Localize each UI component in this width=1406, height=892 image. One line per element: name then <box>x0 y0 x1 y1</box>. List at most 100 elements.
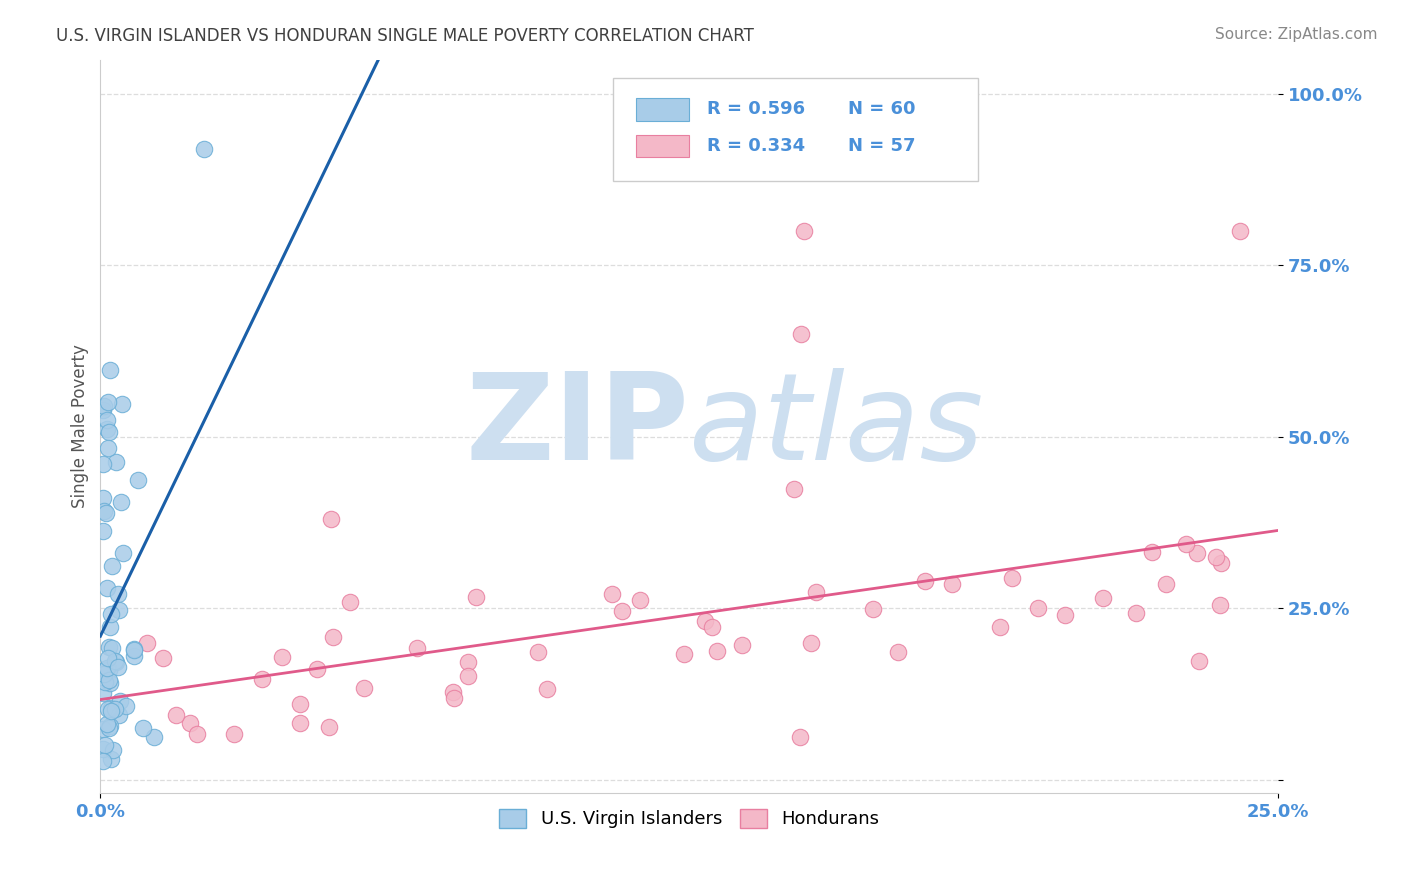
Point <box>1092 591 1115 605</box>
Point <box>132 721 155 735</box>
Point <box>97 394 120 409</box>
Point <box>789 730 811 744</box>
Point <box>628 593 651 607</box>
Y-axis label: Single Male Poverty: Single Male Poverty <box>72 344 89 508</box>
Point <box>98 673 121 687</box>
Point <box>1188 654 1211 668</box>
Point <box>104 654 127 668</box>
Point <box>224 727 246 741</box>
Point <box>143 730 166 744</box>
Point <box>104 455 127 469</box>
Point <box>97 721 120 735</box>
Point <box>152 651 174 665</box>
Point <box>1229 224 1251 238</box>
Point <box>193 142 215 156</box>
Point <box>112 546 135 560</box>
Point <box>1140 545 1163 559</box>
Point <box>107 707 129 722</box>
Point <box>108 603 131 617</box>
Point <box>793 224 815 238</box>
Point <box>96 413 118 427</box>
Text: Source: ZipAtlas.com: Source: ZipAtlas.com <box>1215 27 1378 42</box>
Point <box>695 615 717 629</box>
Point <box>91 742 114 756</box>
Point <box>96 716 118 731</box>
Point <box>122 642 145 657</box>
Point <box>93 399 115 413</box>
Point <box>165 708 187 723</box>
FancyBboxPatch shape <box>637 98 689 120</box>
Point <box>988 620 1011 634</box>
Point <box>127 473 149 487</box>
Point <box>100 704 122 718</box>
Point <box>706 644 728 658</box>
Point <box>790 326 813 341</box>
Point <box>97 650 120 665</box>
Point <box>527 645 550 659</box>
Point <box>96 582 118 596</box>
Point <box>97 663 120 677</box>
Point <box>103 702 125 716</box>
FancyBboxPatch shape <box>637 136 689 157</box>
Point <box>457 669 479 683</box>
Point <box>1026 600 1049 615</box>
Point <box>100 700 122 714</box>
Point <box>107 660 129 674</box>
Point <box>98 425 121 439</box>
Point <box>91 491 114 506</box>
Point <box>914 574 936 588</box>
Point <box>91 754 114 768</box>
Point <box>610 604 633 618</box>
Point <box>98 719 121 733</box>
Point <box>465 590 488 604</box>
Point <box>700 620 723 634</box>
Point <box>941 576 963 591</box>
Point <box>110 494 132 508</box>
Point <box>107 586 129 600</box>
Point <box>1205 550 1227 565</box>
Point <box>94 663 117 677</box>
Point <box>98 675 121 690</box>
Text: N = 60: N = 60 <box>848 101 915 119</box>
Point <box>186 727 208 741</box>
Point <box>290 697 312 711</box>
Point <box>179 716 201 731</box>
Point <box>783 483 806 497</box>
Point <box>322 630 344 644</box>
Point <box>290 716 312 731</box>
Point <box>250 673 273 687</box>
Point <box>136 636 159 650</box>
Point <box>91 457 114 471</box>
Point <box>124 649 146 664</box>
Text: atlas: atlas <box>689 368 984 485</box>
Point <box>862 602 884 616</box>
Point <box>103 743 125 757</box>
Text: U.S. VIRGIN ISLANDER VS HONDURAN SINGLE MALE POVERTY CORRELATION CHART: U.S. VIRGIN ISLANDER VS HONDURAN SINGLE … <box>56 27 754 45</box>
Point <box>108 694 131 708</box>
Point <box>321 512 343 526</box>
Point <box>94 507 117 521</box>
Point <box>97 640 120 654</box>
Point <box>105 655 128 669</box>
FancyBboxPatch shape <box>613 78 977 181</box>
Point <box>91 524 114 538</box>
Point <box>1185 546 1208 560</box>
Point <box>1001 571 1024 585</box>
Point <box>94 739 117 753</box>
Legend: U.S. Virgin Islanders, Hondurans: U.S. Virgin Islanders, Hondurans <box>492 802 887 836</box>
Point <box>96 422 118 436</box>
Text: R = 0.334: R = 0.334 <box>707 137 806 155</box>
Point <box>457 655 479 669</box>
Point <box>1209 598 1232 612</box>
Point <box>91 722 114 736</box>
Point <box>97 441 120 455</box>
Point <box>353 681 375 695</box>
Point <box>100 558 122 573</box>
Point <box>91 686 114 700</box>
Point <box>1209 556 1232 570</box>
Point <box>98 363 121 377</box>
Point <box>1154 577 1177 591</box>
Point <box>318 720 340 734</box>
Point <box>101 640 124 655</box>
Point <box>1054 607 1077 622</box>
